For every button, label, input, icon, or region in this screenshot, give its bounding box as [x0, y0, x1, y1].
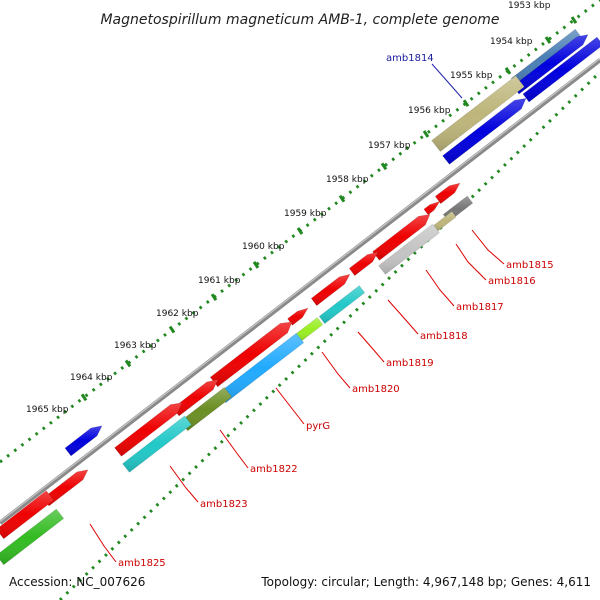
- lime-gene-shade: [295, 317, 323, 342]
- kbp-tick-label: 1964 kbp: [70, 373, 113, 383]
- kbp-tick-mark: [338, 194, 346, 203]
- gene-label-amb1823[interactable]: amb1823: [200, 499, 248, 510]
- gene-labels: amb1814 amb1815 amb1816 amb1817 amb1818 amb18…: [118, 53, 554, 569]
- gene-label-amb1818[interactable]: amb1818: [420, 331, 468, 342]
- label-leader-line: [89, 523, 117, 563]
- kbp-tick-label: 1955 kbp: [450, 71, 493, 81]
- kbp-tick-label: 1963 kbp: [114, 341, 157, 351]
- gene-label-amb1825[interactable]: amb1825: [118, 558, 166, 569]
- genome-backbone-highlight: [0, 58, 600, 522]
- kbp-tick-label: 1956 kbp: [408, 106, 451, 116]
- silver-gene-shade: [378, 224, 440, 275]
- red-gene-a-shade: [372, 214, 430, 261]
- label-leader-line: [169, 465, 199, 503]
- kbp-tick-label: 1965 kbp: [26, 405, 69, 415]
- gene-label-pyrG[interactable]: pyrG: [306, 421, 330, 432]
- kbp-tick-mark: [462, 99, 470, 108]
- gene-features: [0, 28, 600, 566]
- genome-backbone: [0, 58, 600, 525]
- kbp-tick-mark: [504, 67, 512, 75]
- label-leader-line: [321, 351, 351, 389]
- red-gene-small-b-shade: [423, 201, 440, 215]
- blue-gene-small-shade: [65, 425, 102, 456]
- kbp-tick-mark: [210, 293, 218, 302]
- cyan-gene-b-shade: [122, 415, 192, 473]
- label-leader-line: [431, 63, 463, 99]
- genome-summary-text: Topology: circular; Length: 4,967,148 bp…: [260, 575, 591, 589]
- red-gene-g-shade: [114, 402, 182, 457]
- kbp-tick-label: 1953 kbp: [508, 1, 551, 11]
- inner-dotted-line: [58, 70, 600, 600]
- red-gene-c-shade: [311, 274, 350, 306]
- kbp-tick-label: 1957 kbp: [368, 141, 411, 151]
- accession-text: Accession: NC_007626: [9, 575, 145, 589]
- gene-label-amb1817[interactable]: amb1817: [456, 302, 504, 313]
- red-gene-d-shade: [287, 308, 308, 326]
- kbp-tick-mark: [296, 227, 304, 235]
- red-gene-f-shade: [172, 379, 218, 416]
- kbp-tick-mark: [544, 36, 552, 44]
- gene-label-amb1822[interactable]: amb1822: [250, 464, 298, 475]
- red-gene-i-shade: [0, 490, 54, 539]
- green-gene-shade: [0, 509, 64, 565]
- olive-gene-shade: [180, 387, 232, 431]
- steel-gene-shade: [511, 29, 581, 86]
- label-leader-line: [455, 243, 487, 281]
- kbp-tick-mark: [80, 393, 88, 402]
- blue-gene-lower-shade: [442, 98, 526, 165]
- skyblue-gene-shade: [218, 333, 304, 403]
- kbp-tick-mark: [168, 325, 176, 334]
- label-leader-line: [387, 299, 419, 335]
- label-leader-line: [471, 229, 505, 265]
- tan-gene-shade: [431, 75, 525, 152]
- kbp-tick-label: 1960 kbp: [242, 242, 285, 252]
- kbp-tick-label: 1959 kbp: [284, 209, 327, 219]
- tan-gene-small-shade: [433, 211, 457, 231]
- blue-gene-upper-shade: [513, 34, 588, 94]
- gene-label-amb1816[interactable]: amb1816: [488, 276, 536, 287]
- kbp-tick-label: 1958 kbp: [326, 175, 369, 185]
- red-gene-h-shade: [43, 469, 88, 506]
- red-gene-e-shade: [210, 321, 292, 387]
- label-leader-line: [357, 331, 385, 363]
- kbp-tick-mark: [380, 162, 388, 171]
- red-gene-b-shade: [349, 252, 378, 276]
- kbp-ticks: 1953 kbp 1954 kbp 1955 kbp 1956 kbp 1957 kbp…: [26, 1, 578, 415]
- red-gene-small-a-shade: [435, 183, 460, 204]
- kbp-tick-label: 1954 kbp: [490, 37, 533, 47]
- kbp-tick-label: 1962 kbp: [156, 309, 199, 319]
- label-leader-line: [275, 387, 305, 425]
- kbp-tick-mark: [124, 359, 132, 368]
- blue-gene-lower-right-shade: [523, 37, 600, 102]
- label-leader-line: [425, 269, 455, 307]
- gene-label-amb1814[interactable]: amb1814: [386, 53, 434, 64]
- kbp-tick-mark: [570, 16, 578, 24]
- gene-label-amb1819[interactable]: amb1819: [386, 358, 434, 369]
- kbp-tick-mark: [252, 261, 260, 269]
- label-leaders: [89, 63, 505, 563]
- cyan-gene-a-shade: [319, 285, 365, 324]
- label-leader-line: [219, 429, 249, 469]
- kbp-tick-mark: [422, 130, 430, 138]
- kbp-tick-label: 1961 kbp: [198, 276, 241, 286]
- map-title: Magnetospirillum magneticum AMB-1, compl…: [100, 12, 499, 28]
- gene-label-amb1815[interactable]: amb1815: [506, 260, 554, 271]
- gene-label-amb1820[interactable]: amb1820: [352, 384, 400, 395]
